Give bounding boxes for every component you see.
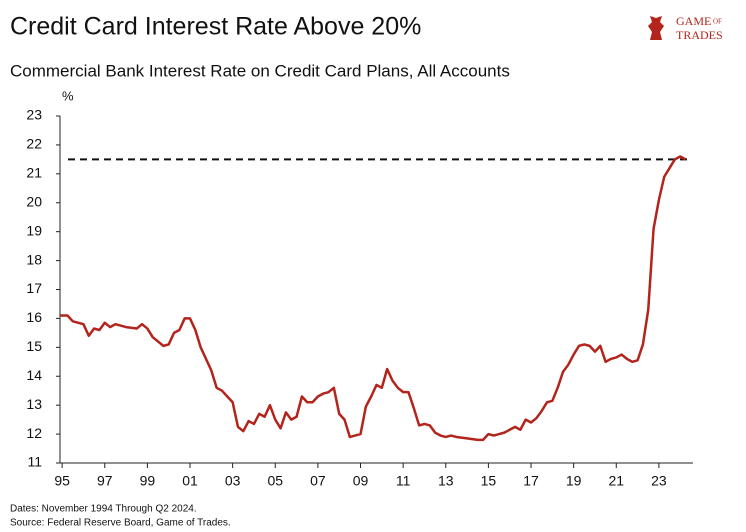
x-tick-label: 21 <box>608 473 624 489</box>
x-tick-label: 05 <box>267 473 283 489</box>
logo-text: GAME <box>676 14 711 28</box>
x-tick-label: 99 <box>140 473 156 489</box>
logo-text: TRADES <box>676 28 723 42</box>
x-tick-label: 19 <box>566 473 582 489</box>
y-tick-label: 23 <box>26 107 42 123</box>
y-tick-label: 20 <box>26 193 42 209</box>
y-unit: % <box>62 88 74 103</box>
y-tick-label: 11 <box>27 454 42 470</box>
y-tick-label: 15 <box>26 338 42 354</box>
y-tick-label: 14 <box>26 367 42 383</box>
y-tick-label: 16 <box>26 309 42 325</box>
x-tick-label: 07 <box>310 473 326 489</box>
data-line <box>60 155 687 442</box>
x-tick-label: 01 <box>182 473 198 489</box>
y-tick-label: 17 <box>26 280 42 296</box>
y-tick-label: 12 <box>26 425 42 441</box>
chart-subtitle: Commercial Bank Interest Rate on Credit … <box>10 61 510 80</box>
y-tick-label: 19 <box>26 222 42 238</box>
logo-text: OF <box>713 18 722 26</box>
note: Dates: November 1994 Through Q2 2024. <box>10 504 197 515</box>
x-tick-label: 97 <box>97 473 113 489</box>
x-tick-label: 17 <box>523 473 539 489</box>
y-tick-label: 18 <box>26 251 42 267</box>
y-tick-label: 21 <box>26 165 42 181</box>
logo-icon <box>648 12 664 40</box>
x-tick-label: 03 <box>225 473 241 489</box>
logo: GAME OF TRADES <box>648 12 723 42</box>
y-tick-label: 13 <box>26 396 42 412</box>
x-tick-label: 15 <box>481 473 497 489</box>
x-tick-label: 23 <box>651 473 667 489</box>
x-tick-label: 11 <box>396 473 411 489</box>
x-tick-label: 09 <box>353 473 369 489</box>
y-tick-label: 22 <box>26 136 42 152</box>
note: Source: Federal Reserve Board, Game of T… <box>10 518 231 529</box>
x-tick-label: 13 <box>438 473 454 489</box>
chart-title: Credit Card Interest Rate Above 20% <box>10 13 421 41</box>
x-tick-label: 95 <box>54 473 70 489</box>
